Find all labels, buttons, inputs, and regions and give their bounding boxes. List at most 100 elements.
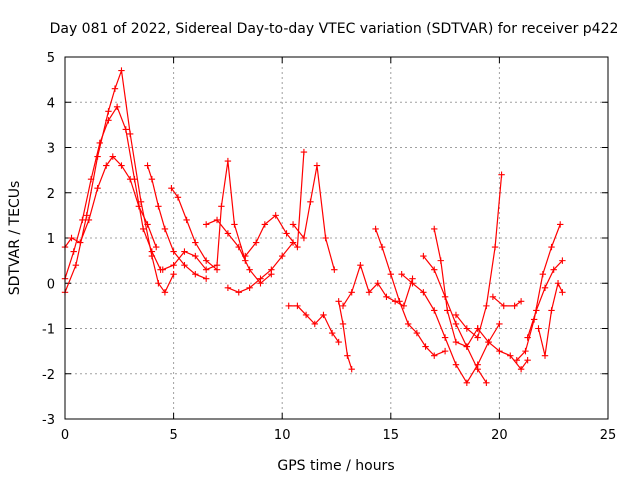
data-point <box>420 289 427 296</box>
series-line <box>292 165 335 270</box>
data-point <box>202 266 210 273</box>
data-point <box>183 216 190 224</box>
data-point <box>126 130 134 138</box>
series-sat-w <box>535 280 566 359</box>
data-point <box>285 302 292 310</box>
data-point <box>474 334 481 341</box>
data-point <box>378 243 386 251</box>
data-point <box>202 221 210 228</box>
data-point <box>483 379 490 386</box>
data-point <box>535 325 542 332</box>
data-point <box>452 311 460 319</box>
data-point <box>441 334 449 341</box>
data-point <box>344 352 351 359</box>
data-point <box>181 248 188 255</box>
data-point <box>181 261 188 269</box>
data-point <box>294 302 301 310</box>
x-tick-label: 0 <box>61 428 69 443</box>
data-point <box>541 352 549 359</box>
series-line <box>338 301 353 370</box>
data-point <box>213 261 221 269</box>
data-point <box>452 361 460 368</box>
data-point <box>557 221 564 228</box>
data-point <box>126 175 134 183</box>
series-sat-o <box>398 271 503 386</box>
x-tick-label: 20 <box>491 428 508 443</box>
y-tick-label: 3 <box>47 142 55 157</box>
series-sat-q <box>431 225 481 350</box>
data-point <box>246 284 253 291</box>
data-point <box>335 298 342 305</box>
data-point <box>365 289 373 296</box>
series-sat-l <box>335 298 355 373</box>
data-point <box>335 338 342 346</box>
series-sat-t <box>489 293 525 310</box>
series-line <box>422 255 487 384</box>
data-point <box>474 325 481 332</box>
series-line <box>64 155 157 248</box>
data-point <box>524 356 531 364</box>
data-point <box>202 275 210 282</box>
series-sat-h <box>224 239 297 296</box>
data-point <box>144 221 151 228</box>
series-sat-d <box>144 162 210 282</box>
x-axis-label: GPS time / hours <box>277 458 394 474</box>
data-point <box>85 216 93 224</box>
data-point <box>252 239 260 246</box>
data-point <box>122 126 130 133</box>
series-line <box>516 224 561 361</box>
data-point <box>213 216 221 224</box>
data-point <box>339 302 347 310</box>
data-point <box>161 289 169 296</box>
data-point <box>554 280 562 287</box>
data-point <box>300 234 308 242</box>
data-point <box>87 175 95 183</box>
data-point <box>548 243 555 251</box>
data-point <box>235 243 242 251</box>
series-line <box>375 228 446 357</box>
data-point <box>231 221 238 228</box>
data-point <box>153 243 160 251</box>
data-point <box>328 329 336 337</box>
data-point <box>148 248 156 255</box>
series-line <box>492 296 522 307</box>
series-line <box>162 161 246 271</box>
x-tick-label: 10 <box>274 428 291 443</box>
data-point <box>348 366 355 373</box>
data-point <box>118 162 125 169</box>
x-tick-label: 25 <box>600 428 617 443</box>
data-point <box>463 379 471 386</box>
data-series-group <box>61 67 566 386</box>
data-point <box>96 139 103 147</box>
series-line <box>205 219 272 285</box>
data-point <box>313 162 321 169</box>
data-point <box>268 266 275 273</box>
data-point <box>322 234 329 242</box>
data-point <box>339 320 347 328</box>
series-sat-k <box>285 302 342 346</box>
data-point <box>77 239 84 246</box>
data-point <box>485 338 492 346</box>
data-point <box>500 302 507 310</box>
data-point <box>105 108 112 115</box>
data-point <box>161 225 169 233</box>
data-point <box>242 252 249 260</box>
data-point <box>539 271 547 278</box>
series-line <box>401 273 500 384</box>
y-tick-label: 0 <box>47 277 55 292</box>
series-sat-e <box>168 185 221 273</box>
series-sat-f <box>159 157 249 273</box>
y-tick-label: -2 <box>42 368 55 383</box>
data-point <box>463 343 471 350</box>
data-point <box>331 266 338 273</box>
series-sat-m <box>339 261 416 310</box>
y-tick-label: 4 <box>47 96 55 111</box>
data-point <box>348 289 355 296</box>
data-point <box>498 171 505 178</box>
data-point <box>383 293 390 301</box>
data-point <box>192 239 199 246</box>
x-tick-label: 15 <box>383 428 400 443</box>
data-point <box>246 266 253 273</box>
data-point <box>431 225 438 233</box>
